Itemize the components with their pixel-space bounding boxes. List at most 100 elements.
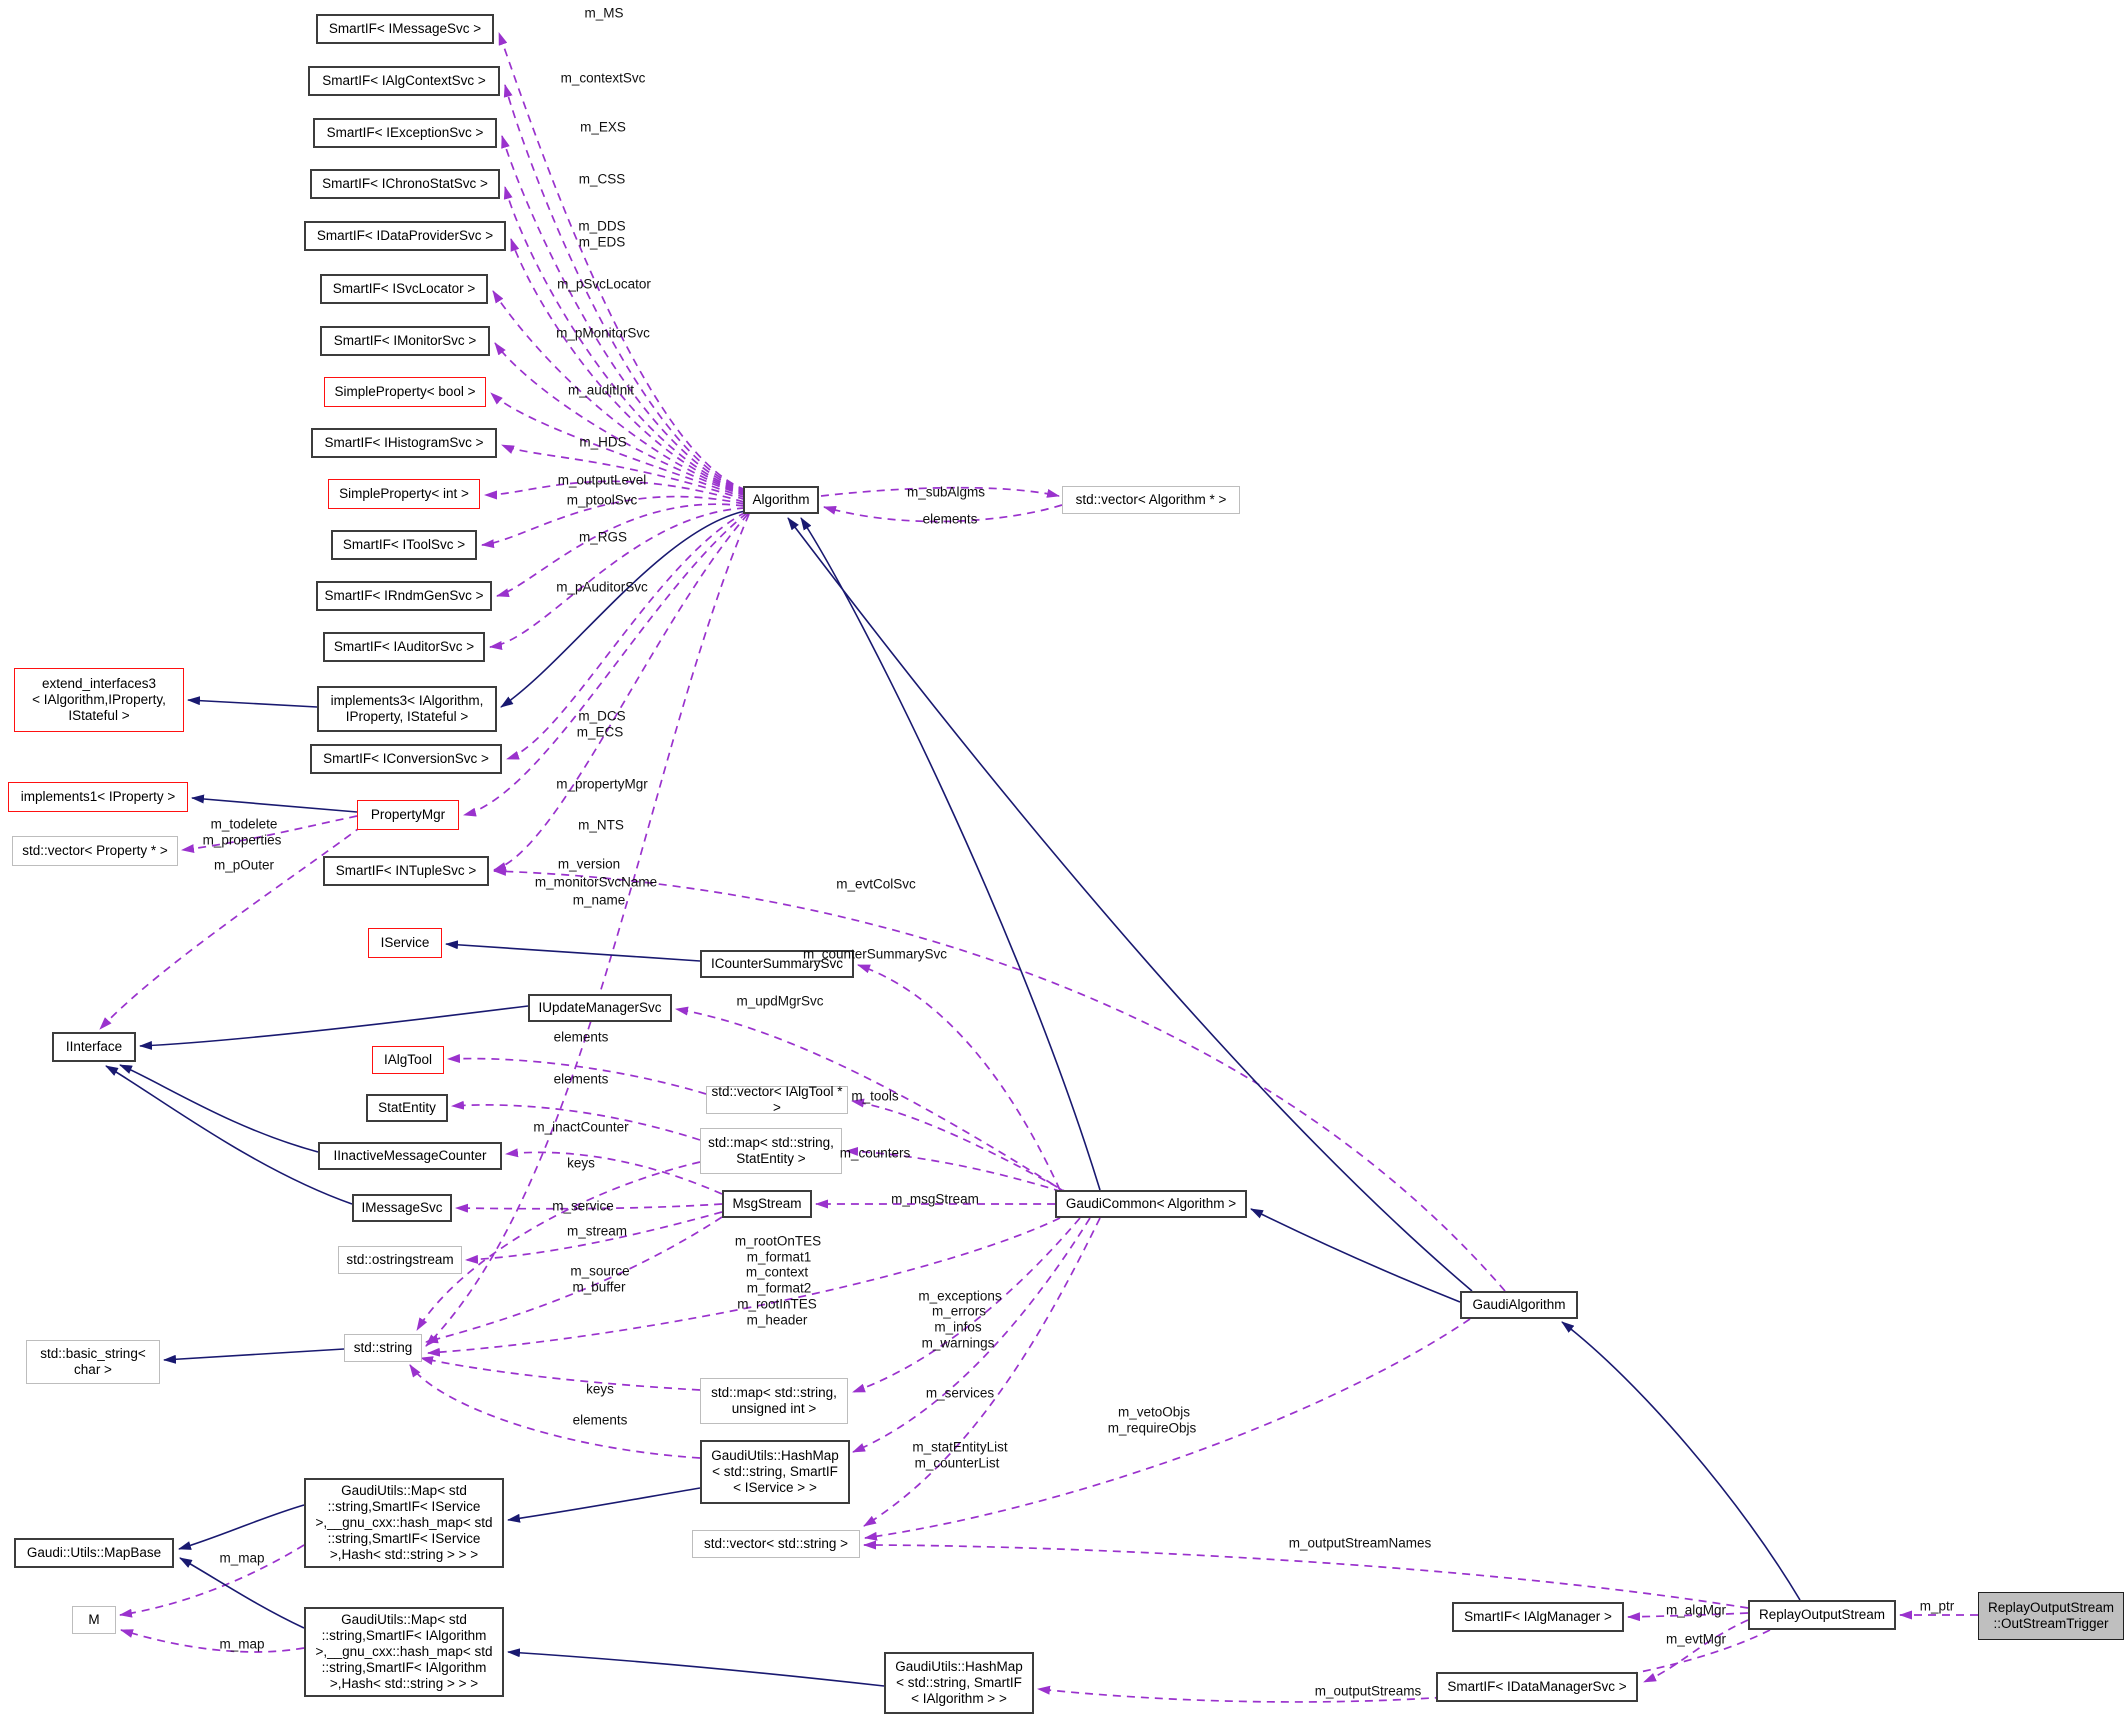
edge-label-m-nts: m_NTS [578, 817, 624, 833]
edge-label-m-rootontes: m_rootOnTES [734, 1233, 822, 1249]
edge-label-m-stream: m_stream [566, 1223, 628, 1239]
edge-label-m-map-algorithm: m_map [219, 1636, 265, 1652]
class-node-vector-algorithm[interactable]: std::vector< Algorithm * > [1062, 486, 1240, 514]
class-node-std-string[interactable]: std::string [344, 1334, 422, 1362]
edge-m-stream [465, 1211, 723, 1264]
class-node-iinactivemessagecounter[interactable]: IInactiveMessageCounter [318, 1142, 502, 1170]
edge-label-m-ms: m_MS [584, 5, 624, 21]
edge-label-m-subalgms: m_subAlgms [906, 484, 986, 500]
class-node-msgstream[interactable]: MsgStream [722, 1190, 812, 1218]
class-node-smartif-idatamanagersvc[interactable]: SmartIF< IDataManagerSvc > [1436, 1672, 1638, 1702]
class-node-hashmap-ialgorithm[interactable]: GaudiUtils::HashMap < std::string, Smart… [884, 1652, 1034, 1714]
class-node-ialgtool[interactable]: IAlgTool [372, 1046, 444, 1074]
class-node-hashmap-iservice[interactable]: GaudiUtils::HashMap < std::string, Smart… [700, 1440, 850, 1504]
edge-hashmapiservice-mapiservice [507, 1487, 701, 1523]
edge-m-algmgr [1627, 1612, 1749, 1622]
class-node-smartif-ialgmanager[interactable]: SmartIF< IAlgManager > [1452, 1602, 1624, 1632]
class-node-smartif-ihistogramsvc[interactable]: SmartIF< IHistogramSvc > [311, 428, 497, 458]
class-node-implements1-iproperty[interactable]: implements1< IProperty > [8, 782, 188, 812]
edge-m-ptoolsvc [481, 495, 745, 549]
edge-label-m-countersummarysvc: m_counterSummarySvc [802, 946, 948, 962]
class-node-smartif-intuplesvc[interactable]: SmartIF< INTupleSvc > [323, 856, 489, 886]
edge-label-m-msgstream: m_msgStream [891, 1191, 979, 1207]
class-node-simpleproperty-int[interactable]: SimpleProperty< int > [328, 479, 480, 509]
edge-m-pouter [99, 825, 363, 1030]
class-node-iservice[interactable]: IService [368, 928, 442, 958]
edge-mapiservice-mapbase [178, 1504, 305, 1550]
class-node-map-statentity[interactable]: std::map< std::string, StatEntity > [700, 1128, 842, 1174]
class-node-smartif-iexceptionsvc[interactable]: SmartIF< IExceptionSvc > [313, 118, 497, 148]
class-node-smartif-imessagesvc[interactable]: SmartIF< IMessageSvc > [316, 14, 494, 44]
class-node-replayoutputstream[interactable]: ReplayOutputStream [1748, 1600, 1896, 1630]
edge-imessagesvc-iinterface [105, 1065, 353, 1205]
class-node-smartif-isvclocator[interactable]: SmartIF< ISvcLocator > [320, 274, 488, 304]
class-node-imessagesvc[interactable]: IMessageSvc [352, 1194, 452, 1222]
edge-label-m-header: m_header [746, 1312, 808, 1328]
edge-m-ms [498, 32, 747, 491]
edge-m-dds-eds [510, 238, 747, 495]
edge-label-m-statentitylist: m_statEntityList [912, 1439, 1008, 1455]
class-node-smartif-itoolsvc[interactable]: SmartIF< IToolSvc > [331, 530, 477, 560]
class-node-smartif-iconversionsvc[interactable]: SmartIF< IConversionSvc > [310, 744, 502, 774]
edge-label-m-pmonitorsvc: m_pMonitorSvc [556, 325, 650, 341]
edge-label-m-vetoobjs: m_vetoObjs [1117, 1404, 1191, 1420]
edge-label-m-dcs: m_DCS [578, 708, 626, 724]
class-node-m-node[interactable]: M [72, 1606, 116, 1634]
class-node-simpleproperty-bool[interactable]: SimpleProperty< bool > [324, 377, 486, 407]
class-node-vector-property[interactable]: std::vector< Property * > [12, 836, 178, 866]
class-node-basic-string[interactable]: std::basic_string< char > [26, 1340, 160, 1384]
class-node-vector-string[interactable]: std::vector< std::string > [692, 1530, 860, 1558]
class-node-smartif-irndmgensvc[interactable]: SmartIF< IRndmGenSvc > [316, 581, 492, 611]
class-node-statentity[interactable]: StatEntity [366, 1094, 448, 1122]
class-node-map-uint[interactable]: std::map< std::string, unsigned int > [700, 1378, 848, 1424]
edge-m-rgs [496, 503, 745, 598]
class-node-propertymgr[interactable]: PropertyMgr [357, 800, 459, 830]
class-node-map-ialgorithm-full[interactable]: GaudiUtils::Map< std ::string,SmartIF< I… [304, 1607, 504, 1697]
edge-label-m-errors: m_errors [931, 1303, 987, 1319]
edge-label-elements-subalg: elements [922, 511, 978, 527]
class-node-iinterface[interactable]: IInterface [52, 1032, 136, 1062]
edge-label-m-counters: m_counters [839, 1145, 911, 1161]
edge-label-m-warnings: m_warnings [921, 1335, 995, 1351]
edge-iupdatemanagersvc-iinterface [139, 1005, 529, 1050]
edge-icountersummarysvc-iservice [445, 940, 701, 962]
edge-m-rootontes-header [427, 1217, 1061, 1357]
class-node-smartif-ichronostatsvc[interactable]: SmartIF< IChronoStatSvc > [310, 169, 500, 199]
edge-label-m-psvclocator: m_pSvcLocator [557, 276, 651, 292]
edge-label-keys-uint: keys [586, 1381, 614, 1397]
edge-label-m-ecs: m_ECS [576, 724, 624, 740]
class-node-gaudialgorithm[interactable]: GaudiAlgorithm [1460, 1291, 1578, 1319]
class-node-smartif-imonitorsvc[interactable]: SmartIF< IMonitorSvc > [320, 326, 490, 356]
edge-gaudicommon-algorithm [800, 517, 1101, 1191]
class-node-extend-interfaces3[interactable]: extend_interfaces3 < IAlgorithm,IPropert… [14, 668, 184, 732]
class-node-icountersummarysvc[interactable]: ICounterSummarySvc [700, 950, 854, 978]
edge-label-m-services: m_services [925, 1385, 995, 1401]
edge-label-m-todelete: m_todelete [210, 816, 278, 832]
class-node-algorithm[interactable]: Algorithm [743, 486, 819, 514]
edge-label-m-algmgr: m_algMgr [1665, 1602, 1727, 1618]
class-node-iupdatemanagersvc[interactable]: IUpdateManagerSvc [528, 994, 672, 1022]
edge-label-m-version: m_version [557, 856, 621, 872]
class-node-map-iservice-full[interactable]: GaudiUtils::Map< std ::string,SmartIF< I… [304, 1478, 504, 1568]
edge-label-m-source: m_source [570, 1263, 630, 1279]
class-node-implements3[interactable]: implements3< IAlgorithm, IProperty, ISta… [317, 686, 497, 732]
edge-m-counters [845, 1146, 1076, 1197]
edge-label-m-inactcounter: m_inactCounter [533, 1119, 629, 1135]
edge-keys-statentity [416, 1161, 701, 1331]
class-node-gaudicommon[interactable]: GaudiCommon< Algorithm > [1055, 1190, 1247, 1218]
class-node-smartif-ialgcontextsvc[interactable]: SmartIF< IAlgContextSvc > [308, 66, 500, 96]
class-node-vector-ialgtool[interactable]: std::vector< IAlgTool * > [706, 1084, 848, 1115]
edge-m-vetoobjs-requireobjs [864, 1318, 1471, 1541]
class-node-smartif-idataprovidersvc[interactable]: SmartIF< IDataProviderSvc > [304, 221, 506, 251]
edge-m-auditinit [490, 392, 747, 499]
class-node-ostringstream[interactable]: std::ostringstream [338, 1246, 462, 1274]
class-node-mapbase[interactable]: Gaudi::Utils::MapBase [14, 1538, 174, 1568]
class-node-smartif-iauditorsvc[interactable]: SmartIF< IAuditorSvc > [323, 632, 485, 662]
edge-hashmapialgorithm-mapialgorithm [507, 1648, 885, 1687]
edge-m-subalgms [820, 486, 1060, 498]
class-node-outstreamtrigger[interactable]: ReplayOutputStream ::OutStreamTrigger [1978, 1592, 2124, 1640]
edge-label-m-outputstreams: m_outputStreams [1314, 1683, 1422, 1699]
edge-label-m-dds: m_DDS [578, 218, 626, 234]
edge-label-m-format1: m_format1 [746, 1249, 812, 1265]
edge-m-nts [493, 513, 749, 871]
